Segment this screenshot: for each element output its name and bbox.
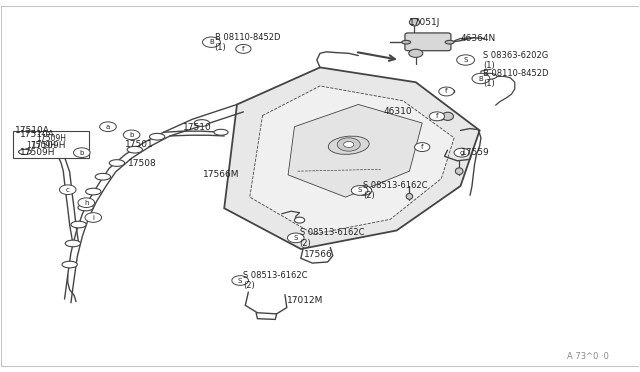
Circle shape — [337, 138, 360, 151]
Ellipse shape — [194, 120, 209, 126]
Text: f: f — [445, 89, 448, 94]
Ellipse shape — [86, 188, 101, 195]
Text: S: S — [238, 278, 243, 283]
Polygon shape — [250, 86, 454, 234]
Circle shape — [124, 130, 140, 140]
Text: b: b — [79, 150, 84, 155]
Text: 46364N: 46364N — [461, 34, 496, 43]
Ellipse shape — [445, 40, 454, 44]
Circle shape — [457, 55, 474, 65]
Circle shape — [236, 44, 251, 53]
Text: 17509H: 17509H — [36, 134, 66, 143]
Text: i: i — [92, 215, 94, 221]
Text: 17501: 17501 — [125, 140, 154, 149]
Ellipse shape — [65, 240, 81, 247]
Ellipse shape — [109, 160, 125, 166]
Text: S: S — [463, 57, 468, 63]
Text: 17509H: 17509H — [20, 148, 55, 157]
Text: 46310: 46310 — [384, 108, 413, 116]
Text: 17509H: 17509H — [26, 141, 56, 151]
Text: 17051J: 17051J — [410, 19, 441, 28]
Circle shape — [232, 276, 248, 285]
Ellipse shape — [415, 144, 429, 150]
Circle shape — [409, 49, 423, 57]
Circle shape — [287, 233, 304, 243]
Circle shape — [85, 213, 102, 222]
Text: 17510A: 17510A — [15, 126, 50, 135]
Ellipse shape — [402, 40, 411, 44]
Circle shape — [74, 148, 90, 157]
Circle shape — [415, 142, 430, 151]
Ellipse shape — [150, 134, 165, 140]
Text: 17510A: 17510A — [20, 130, 55, 140]
Text: h: h — [84, 200, 88, 206]
Circle shape — [294, 217, 305, 223]
Circle shape — [202, 37, 220, 47]
Circle shape — [100, 122, 116, 132]
Text: c: c — [66, 187, 70, 193]
Ellipse shape — [481, 73, 497, 79]
Text: b: b — [129, 132, 134, 138]
Ellipse shape — [410, 19, 420, 26]
Polygon shape — [224, 67, 479, 249]
Ellipse shape — [328, 136, 369, 154]
Ellipse shape — [431, 115, 445, 121]
FancyBboxPatch shape — [405, 33, 451, 51]
Text: 17510: 17510 — [182, 123, 211, 132]
Text: S 08363-6202G
(1): S 08363-6202G (1) — [483, 51, 548, 70]
Ellipse shape — [441, 89, 455, 94]
Ellipse shape — [442, 112, 454, 121]
Text: 17559: 17559 — [461, 148, 489, 157]
Text: B: B — [479, 76, 483, 81]
Text: B: B — [209, 39, 214, 45]
Ellipse shape — [71, 221, 86, 228]
Circle shape — [344, 141, 354, 147]
Circle shape — [60, 185, 76, 195]
Text: A 73^0 ·0: A 73^0 ·0 — [567, 352, 609, 361]
Ellipse shape — [95, 173, 111, 180]
Circle shape — [454, 148, 469, 157]
Text: B 08110-8452D
(1): B 08110-8452D (1) — [483, 69, 548, 88]
Text: S 08513-6162C
(2): S 08513-6162C (2) — [243, 271, 308, 290]
Text: S 08513-6162C
(2): S 08513-6162C (2) — [300, 228, 364, 248]
Text: S 08513-6162C
(2): S 08513-6162C (2) — [364, 181, 428, 200]
Text: 17566M: 17566M — [202, 170, 239, 179]
Circle shape — [429, 112, 445, 121]
Text: 17509H: 17509H — [31, 141, 67, 150]
Ellipse shape — [78, 204, 93, 211]
Text: a: a — [106, 124, 110, 130]
Ellipse shape — [214, 129, 228, 135]
Text: 17566: 17566 — [304, 250, 333, 259]
Ellipse shape — [456, 168, 463, 174]
Text: f: f — [242, 46, 244, 52]
Circle shape — [351, 186, 368, 195]
Text: B 08110-8452D
(1): B 08110-8452D (1) — [214, 32, 280, 52]
Text: S: S — [357, 187, 362, 193]
Circle shape — [355, 186, 372, 195]
Polygon shape — [288, 105, 422, 197]
Text: S: S — [361, 187, 365, 193]
FancyBboxPatch shape — [13, 131, 90, 158]
Text: S: S — [294, 235, 298, 241]
Ellipse shape — [19, 149, 31, 154]
Text: g: g — [460, 150, 464, 155]
Text: f: f — [436, 113, 438, 119]
Circle shape — [472, 73, 490, 84]
Circle shape — [439, 87, 454, 96]
Circle shape — [78, 198, 95, 208]
Text: f: f — [421, 144, 424, 150]
Text: 17508: 17508 — [129, 159, 157, 168]
Ellipse shape — [406, 193, 413, 199]
Ellipse shape — [62, 261, 77, 268]
Ellipse shape — [127, 146, 143, 153]
Text: 17012M: 17012M — [287, 296, 323, 305]
